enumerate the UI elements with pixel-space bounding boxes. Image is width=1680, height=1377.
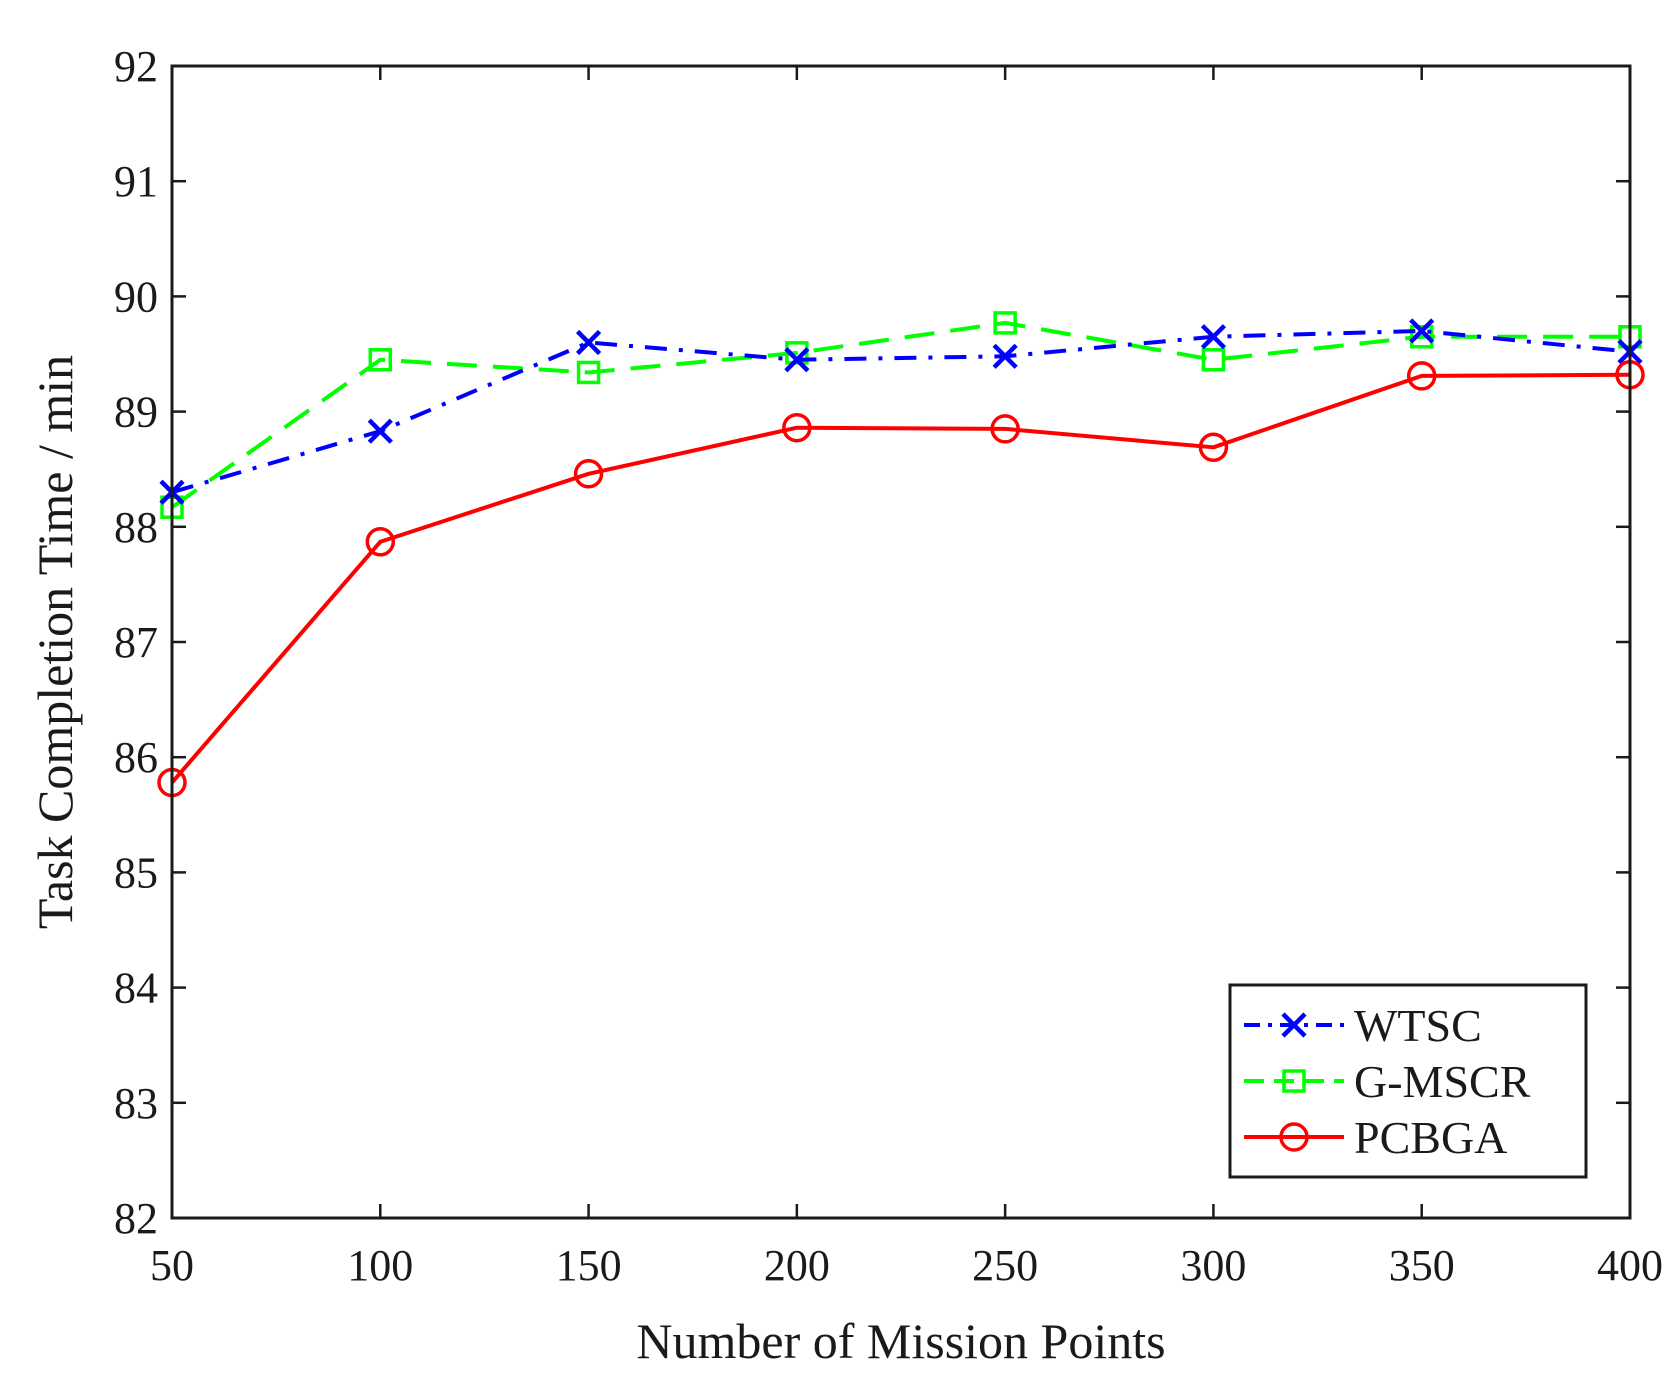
- y-tick-label-88: 88: [114, 503, 158, 552]
- point-pcbga-250: [990, 414, 1020, 444]
- y-tick-label-92: 92: [114, 42, 158, 91]
- y-tick-label-84: 84: [114, 964, 158, 1013]
- series-wtsc: [159, 318, 1643, 505]
- legend-label-g-mscr: G-MSCR: [1354, 1056, 1531, 1107]
- y-tick-label-83: 83: [114, 1079, 158, 1128]
- point-wtsc-250: [992, 343, 1018, 369]
- series-line-pcbga: [170, 372, 1631, 784]
- y-tick-label-89: 89: [114, 388, 158, 437]
- legend-item-pcbga: PCBGA: [1244, 1112, 1507, 1163]
- series-layer: [157, 311, 1645, 798]
- y-tick-label-90: 90: [114, 272, 158, 321]
- x-tick-label-50: 50: [150, 1241, 194, 1290]
- point-pcbga-350: [1406, 361, 1437, 391]
- x-tick-label-400: 400: [1597, 1241, 1663, 1290]
- point-wtsc-350: [1409, 318, 1435, 344]
- legend-marker-pcbga: [1279, 1122, 1309, 1152]
- axis-ticks: [170, 64, 1632, 1220]
- x-tick-label-250: 250: [972, 1241, 1038, 1290]
- y-tick-label-91: 91: [114, 157, 158, 206]
- legend-item-g-mscr: G-MSCR: [1244, 1056, 1531, 1107]
- x-tick-label-100: 100: [347, 1241, 413, 1290]
- point-g-mscr-250: [993, 311, 1017, 335]
- point-g-mscr-350: [1409, 324, 1434, 349]
- y-tick-label-85: 85: [114, 848, 158, 897]
- x-tick-label-300: 300: [1180, 1241, 1246, 1290]
- point-g-mscr-100: [368, 348, 393, 372]
- point-wtsc-200: [784, 347, 810, 373]
- y-axis-label: Task Completion Time / min: [27, 355, 83, 929]
- x-axis-label: Number of Mission Points: [636, 1313, 1165, 1369]
- legend-label-pcbga: PCBGA: [1354, 1112, 1507, 1163]
- y-tick-label-82: 82: [114, 1194, 158, 1243]
- point-wtsc-100: [367, 418, 393, 444]
- y-tick-label-87: 87: [114, 618, 158, 667]
- legend-marker-wtsc: [1281, 1012, 1307, 1038]
- legend-label-wtsc: WTSC: [1354, 1000, 1482, 1051]
- x-tick-label-150: 150: [556, 1241, 622, 1290]
- series-line-g-mscr: [170, 320, 1630, 509]
- x-tick-label-200: 200: [764, 1241, 830, 1290]
- legend-item-wtsc: WTSC: [1244, 1000, 1482, 1051]
- point-wtsc-150: [575, 329, 602, 356]
- point-g-mscr-150: [576, 360, 601, 385]
- plot-frame: [170, 64, 1632, 1220]
- legend-marker-g-mscr: [1282, 1069, 1306, 1093]
- y-tick-label-86: 86: [114, 733, 158, 782]
- point-pcbga-200: [782, 412, 812, 443]
- x-tick-label-350: 350: [1389, 1241, 1455, 1290]
- point-pcbga-300: [1198, 432, 1229, 463]
- point-wtsc-300: [1200, 324, 1227, 350]
- tick-labels: 50 100 150 200 250 300 350 400 82 83 84 85 86 87 88 89 9…: [114, 42, 1663, 1290]
- point-g-mscr-300: [1201, 348, 1226, 372]
- point-pcbga-150: [573, 459, 604, 489]
- series-line-wtsc: [171, 328, 1631, 495]
- point-pcbga-100: [365, 527, 396, 557]
